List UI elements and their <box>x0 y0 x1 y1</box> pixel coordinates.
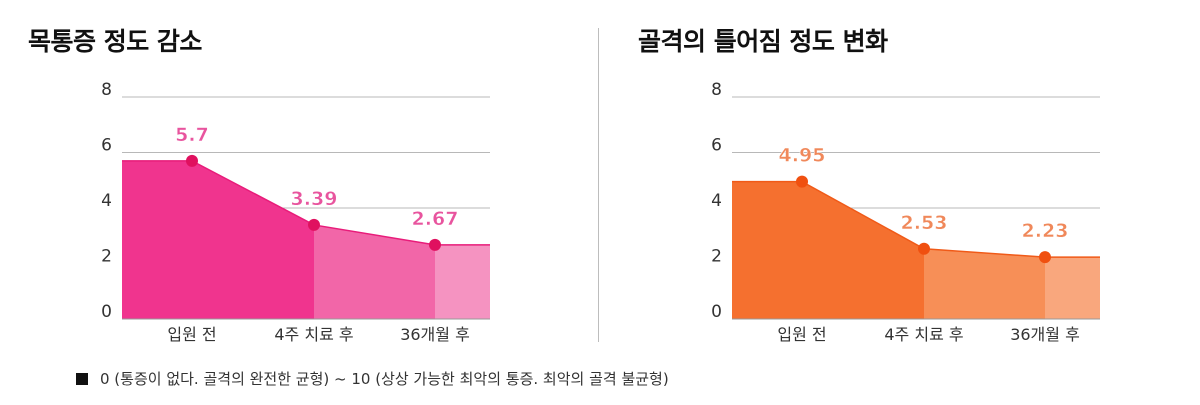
area-segment <box>314 224 435 319</box>
x-tick-label: 4주 치료 후 <box>884 325 963 344</box>
y-tick-label: 6 <box>711 136 722 156</box>
data-point <box>429 238 441 251</box>
area-segment <box>732 181 924 319</box>
data-point <box>186 154 198 167</box>
y-tick-label: 0 <box>101 302 112 322</box>
data-label: 5.7 <box>175 124 209 146</box>
y-tick-label: 8 <box>101 80 112 100</box>
y-tick-label: 2 <box>101 247 112 267</box>
panel-divider <box>598 28 599 342</box>
data-point <box>1039 251 1051 264</box>
legend-marker <box>76 372 88 385</box>
x-tick-label: 36개월 후 <box>400 325 470 344</box>
x-tick-label: 36개월 후 <box>1010 325 1080 344</box>
y-tick-label: 0 <box>711 302 722 322</box>
data-label: 2.67 <box>412 208 459 230</box>
x-tick-label: 입원 전 <box>777 325 826 344</box>
chart-panel-skeletal-distortion: 골격의 틀어짐 정도 변화 0 2 4 6 8 4.95 2.53 2.23 입원 전 4주 치료… <box>610 0 1200 360</box>
data-label: 3.39 <box>291 188 338 210</box>
data-point <box>308 218 320 231</box>
x-tick-label: 4주 치료 후 <box>274 325 353 344</box>
y-tick-label: 4 <box>711 191 722 211</box>
data-label: 2.23 <box>1022 220 1069 242</box>
data-label: 4.95 <box>779 145 826 167</box>
area-segment <box>435 244 490 319</box>
legend: 0 (통증이 없다. 골격의 완전한 균형) ~ 10 (상상 가능한 최악의 … <box>76 368 669 389</box>
chart-panel-neck-pain: 목통증 정도 감소 0 2 4 6 8 5.7 3.39 2.67 입원 전 4주 치료 후 36개… <box>0 0 600 360</box>
area-segment <box>1045 257 1100 319</box>
area-segment <box>924 248 1045 319</box>
y-tick-label: 6 <box>101 136 112 156</box>
chart-svg: 0 2 4 6 8 4.95 2.53 2.23 입원 전 4주 치료 후 36개월 후 <box>711 80 1100 344</box>
chart-title: 목통증 정도 감소 <box>28 27 202 56</box>
chart-svg: 0 2 4 6 8 5.7 3.39 2.67 입원 전 4주 치료 후 36개월 후 <box>101 80 490 344</box>
y-tick-label: 2 <box>711 247 722 267</box>
area-segment <box>122 160 314 319</box>
data-point <box>796 175 808 188</box>
data-point <box>918 242 930 255</box>
y-tick-label: 4 <box>101 191 112 211</box>
data-label: 2.53 <box>901 212 948 234</box>
legend-text: 0 (통증이 없다. 골격의 완전한 균형) ~ 10 (상상 가능한 최악의 … <box>100 370 669 388</box>
x-tick-label: 입원 전 <box>167 325 216 344</box>
y-tick-label: 8 <box>711 80 722 100</box>
chart-title: 골격의 틀어짐 정도 변화 <box>638 27 888 56</box>
